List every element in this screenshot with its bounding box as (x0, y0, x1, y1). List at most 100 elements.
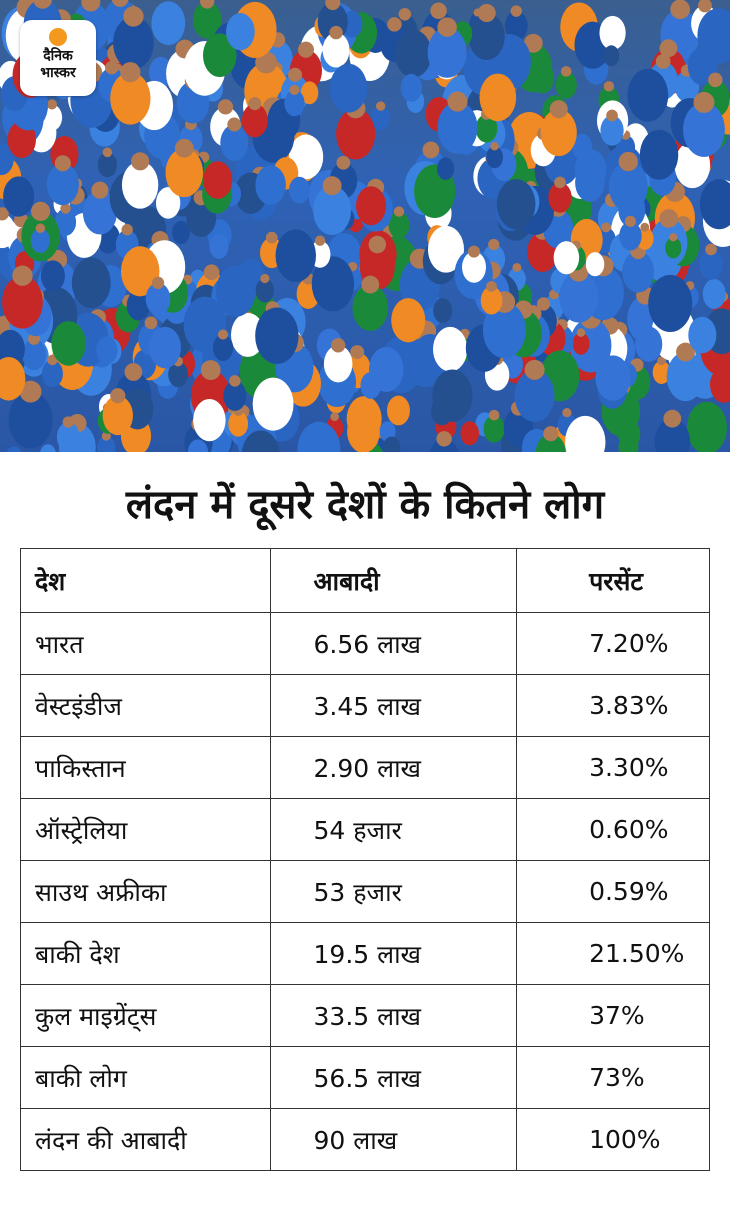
crowd-shape (187, 439, 209, 452)
crowd-head (121, 224, 133, 236)
crowd-head (398, 8, 412, 21)
crowd-head (110, 388, 126, 404)
table-cell: बाकी देश (20, 922, 271, 985)
crowd-head (693, 91, 715, 113)
crowd-shape (168, 361, 188, 388)
crowd-shape (220, 124, 249, 161)
crowd-shape (113, 16, 154, 70)
crowd-shape (212, 334, 234, 361)
crowd-shape (436, 157, 455, 180)
crowd-shape (427, 225, 464, 273)
crowd-shape (618, 419, 641, 449)
crowd-head (265, 231, 278, 244)
crowd-shape (202, 33, 237, 78)
table-cell: वेस्टइंडीज (20, 674, 271, 737)
crowd-shape (275, 229, 316, 282)
crowd-head (336, 155, 351, 170)
crowd-shape (336, 108, 376, 160)
table-cell: 53 हजार (269, 860, 518, 923)
crowd-head (708, 72, 723, 88)
crowd-head (488, 409, 500, 421)
crowd-shape (688, 316, 717, 354)
table-cell: 3.30% (516, 736, 710, 799)
crowd-head (536, 297, 551, 311)
crowd-shape (400, 73, 423, 102)
table-cell: 0.59% (516, 860, 710, 923)
crowd-shape (480, 286, 503, 315)
table-cell: ऑस्ट्रेलिया (20, 798, 271, 861)
crowd-shape (548, 182, 572, 213)
crowd-shape (486, 146, 504, 169)
crowd-shape (145, 282, 171, 315)
crowd-shape (255, 165, 286, 205)
crowd-shape (479, 73, 517, 122)
crowd-head (447, 91, 468, 112)
crowd-shape (599, 15, 626, 50)
crowd-head (350, 345, 365, 360)
crowd-head (560, 66, 572, 77)
crowd-head (393, 206, 405, 217)
crowd-shape (255, 278, 275, 303)
header-row: देश आबादी परसेंट (20, 548, 710, 613)
crowd-shape (648, 274, 693, 332)
crowd-shape (608, 161, 648, 212)
crowd-head (524, 359, 545, 380)
crowd-shape (0, 213, 16, 249)
crowd-shape (553, 241, 580, 275)
crowd-shape (352, 284, 389, 331)
logo-sun (49, 28, 67, 46)
table-cell: कुल माइग्रेंट्स (20, 984, 271, 1047)
crowd-shape (155, 187, 181, 219)
crowd-head (227, 117, 242, 132)
crowd-shape (3, 176, 35, 217)
crowd-shape (654, 418, 691, 452)
table-cell: लंदन की आबादी (20, 1108, 271, 1171)
crowd-shape (288, 176, 310, 204)
crowd-shape (600, 115, 624, 146)
crowd-shape (22, 338, 47, 371)
crowd-shape (223, 380, 247, 411)
crowd-head (606, 109, 618, 122)
table-row: वेस्टइंडीज 3.45 लाख 3.83% (20, 674, 710, 737)
crowd-head (331, 338, 346, 353)
crowd-shape (483, 415, 505, 443)
crowd-shape (151, 1, 186, 46)
crowd-shape (427, 27, 467, 78)
table-cell: 54 हजार (269, 798, 518, 861)
crowd-shape (635, 326, 663, 362)
crowd-shape (496, 179, 536, 230)
crowd-shape (665, 237, 682, 259)
crowd-shape (231, 312, 265, 357)
crowd-shape (682, 102, 725, 157)
table-row: ऑस्ट्रेलिया 54 हजार 0.60% (20, 798, 710, 861)
crowd-head (624, 215, 637, 227)
table-row: कुल माइग्रेंट्स 33.5 लाख 37% (20, 984, 710, 1047)
crowd-head (123, 6, 144, 27)
crowd-shape (504, 11, 528, 41)
crowd-shape (565, 415, 606, 452)
crowd-shape (482, 302, 526, 359)
crowd-head (523, 33, 543, 53)
crowd-shape (241, 103, 268, 138)
table-row: लंदन की आबादी 90 लाख 100% (20, 1108, 710, 1171)
crowd-shape (371, 106, 391, 131)
crowd-shape (297, 421, 341, 452)
crowd-head (549, 100, 568, 119)
crowd-shape (432, 369, 473, 422)
table: देश आबादी परसेंट भारत 6.56 लाख 7.20% वेस्टइंडी… (20, 548, 710, 1171)
crowd-head (111, 0, 129, 8)
crowd-shape (6, 446, 22, 452)
logo: दैनिक भास्कर (20, 20, 96, 96)
logo-line: दैनिक (43, 48, 73, 64)
header-cell: देश (20, 548, 271, 613)
crowd-head (618, 151, 638, 172)
crowd-shape (311, 256, 355, 312)
crowd-shape (46, 163, 79, 206)
crowd-shape (347, 410, 380, 452)
table-cell: 90 लाख (269, 1108, 518, 1171)
crowd-head (102, 147, 113, 158)
crowd-head (368, 235, 387, 254)
crowd-head (46, 99, 58, 110)
crowd-shape (699, 179, 730, 230)
logo-line: भास्कर (40, 65, 76, 81)
